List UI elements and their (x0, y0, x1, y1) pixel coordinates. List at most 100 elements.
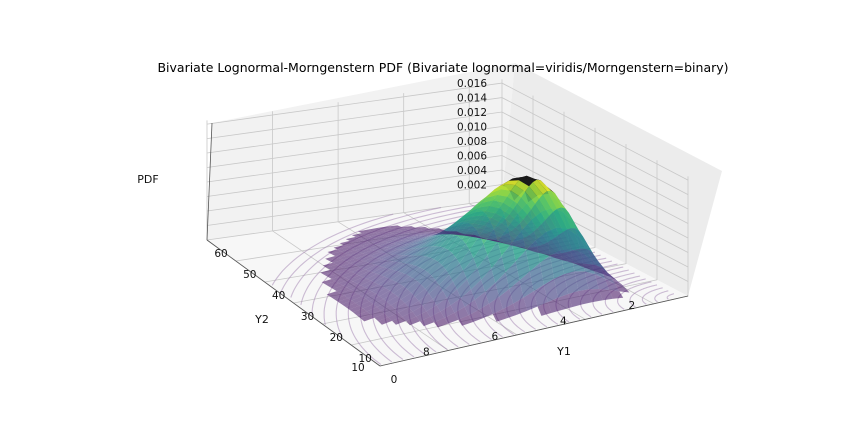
surface-facet (353, 308, 367, 316)
surface-facet (410, 233, 425, 235)
surface-facet (383, 293, 398, 302)
surface-facet (384, 270, 399, 279)
surface-facet (553, 253, 568, 262)
chart-title: Bivariate Lognormal-Morngenstern PDF (Bi… (157, 60, 728, 75)
grid-line-z (206, 82, 689, 181)
surface-facet (336, 261, 351, 267)
surface-facet (365, 244, 379, 249)
surface-facet (402, 264, 417, 275)
surface-facet (388, 312, 403, 321)
y-tick-label: 4 (560, 315, 567, 327)
surface-facet (334, 295, 348, 302)
surface-facet (359, 301, 374, 309)
surface-facet (563, 229, 578, 251)
surface-facet (532, 179, 547, 195)
surface-facet (378, 317, 393, 325)
surface-facet (382, 243, 397, 248)
surface-facet (594, 274, 610, 290)
surface-facet (421, 275, 436, 289)
surface-facet (443, 281, 457, 298)
surface-facet (422, 234, 437, 236)
surface-facet (577, 248, 592, 265)
surface-facet (413, 269, 428, 282)
surface-facet (409, 229, 423, 232)
surface-facet (389, 255, 404, 262)
surface-facet (461, 212, 476, 220)
surface-facet (468, 235, 483, 238)
surface-facet (338, 255, 353, 260)
surface-facet (460, 289, 475, 307)
surface-facet (518, 176, 533, 187)
surface-facet (397, 255, 411, 263)
surface-facet (424, 233, 439, 235)
surface-facet (340, 289, 355, 296)
surface-facet (370, 275, 385, 283)
surface-facet (418, 235, 432, 241)
surface-facet (467, 215, 482, 221)
surface-facet (344, 291, 359, 299)
surface-facet (406, 266, 420, 277)
z-tick-label: 0.014 (457, 93, 487, 105)
surface-facet (387, 225, 402, 229)
surface-facet (557, 253, 572, 263)
surface-facet (398, 244, 412, 250)
surface-facet (363, 237, 378, 242)
surface-facet (490, 240, 505, 244)
surface-facet (537, 224, 552, 243)
x-tick-label: 10 (359, 353, 372, 365)
surface-facet (588, 289, 603, 303)
surface-facet (400, 240, 415, 245)
surface-facet (434, 317, 448, 328)
surface-facet (450, 232, 465, 235)
surface-facet (392, 240, 407, 244)
surface-facet (468, 232, 482, 236)
surface-facet (396, 274, 410, 284)
surface-facet (359, 236, 374, 241)
surface-facet (416, 256, 431, 268)
surface-facet (341, 272, 356, 278)
z-tick-label: 0.006 (457, 151, 487, 163)
surface-facet (547, 297, 562, 313)
surface-facet (380, 248, 395, 253)
surface-facet (374, 313, 389, 322)
surface-facet (529, 262, 544, 292)
surface-facet (500, 184, 515, 191)
surface-facet (595, 265, 610, 277)
surface-facet (447, 219, 462, 229)
surface-facet (517, 197, 532, 215)
surface-facet (432, 229, 447, 232)
surface-facet (505, 261, 520, 289)
surface-facet (447, 236, 462, 253)
surface-facet (408, 255, 423, 265)
grid-line-z (206, 140, 689, 239)
surface-facet (388, 239, 403, 244)
surface-facet (391, 236, 405, 240)
surface-facet (357, 241, 372, 246)
surface-facet (523, 214, 538, 232)
surface-facet (346, 283, 361, 290)
surface-facet (453, 270, 468, 290)
surface-facet (346, 258, 361, 264)
surface-facet (434, 247, 448, 262)
surface-facet (355, 298, 370, 306)
surface-facet (529, 231, 544, 246)
surface-facet (363, 304, 377, 312)
surface-facet (368, 284, 383, 292)
x-tick-label: 20 (330, 332, 343, 344)
surface-facet (398, 307, 413, 317)
surface-facet (407, 281, 422, 293)
surface-facet (445, 226, 460, 231)
surface-facet (423, 259, 438, 273)
surface-facet (429, 228, 443, 230)
surface-facet (421, 238, 435, 248)
surface-facet (489, 200, 504, 209)
surface-facet (585, 248, 600, 267)
surface-facet (386, 244, 401, 249)
surface-facet (587, 264, 602, 274)
surface-facet (392, 316, 407, 325)
surface-facet (469, 235, 484, 258)
axis-pane (207, 63, 515, 240)
surface-facet (402, 237, 417, 241)
surface-facet (463, 219, 478, 224)
